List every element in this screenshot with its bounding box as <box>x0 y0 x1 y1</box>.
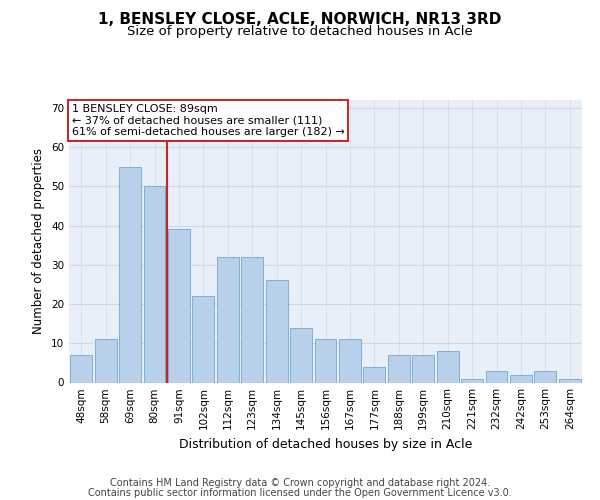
Bar <box>535 370 556 382</box>
Text: Size of property relative to detached houses in Acle: Size of property relative to detached ho… <box>127 25 473 38</box>
Bar <box>510 374 532 382</box>
Bar <box>485 370 508 382</box>
Text: 1, BENSLEY CLOSE, ACLE, NORWICH, NR13 3RD: 1, BENSLEY CLOSE, ACLE, NORWICH, NR13 3R… <box>98 12 502 28</box>
Bar <box>437 351 458 382</box>
Text: 1 BENSLEY CLOSE: 89sqm
← 37% of detached houses are smaller (111)
61% of semi-de: 1 BENSLEY CLOSE: 89sqm ← 37% of detached… <box>71 104 344 138</box>
Bar <box>559 378 581 382</box>
Bar <box>339 340 361 382</box>
Bar <box>70 355 92 382</box>
Bar <box>143 186 166 382</box>
Bar <box>168 230 190 382</box>
Bar <box>217 257 239 382</box>
Bar <box>193 296 214 382</box>
X-axis label: Distribution of detached houses by size in Acle: Distribution of detached houses by size … <box>179 438 472 451</box>
Bar <box>314 340 337 382</box>
Bar <box>95 340 116 382</box>
Y-axis label: Number of detached properties: Number of detached properties <box>32 148 46 334</box>
Text: Contains public sector information licensed under the Open Government Licence v3: Contains public sector information licen… <box>88 488 512 498</box>
Bar <box>119 166 141 382</box>
Bar <box>412 355 434 382</box>
Bar <box>388 355 410 382</box>
Text: Contains HM Land Registry data © Crown copyright and database right 2024.: Contains HM Land Registry data © Crown c… <box>110 478 490 488</box>
Bar <box>290 328 312 382</box>
Bar <box>266 280 287 382</box>
Bar <box>364 367 385 382</box>
Bar <box>461 378 483 382</box>
Bar <box>241 257 263 382</box>
